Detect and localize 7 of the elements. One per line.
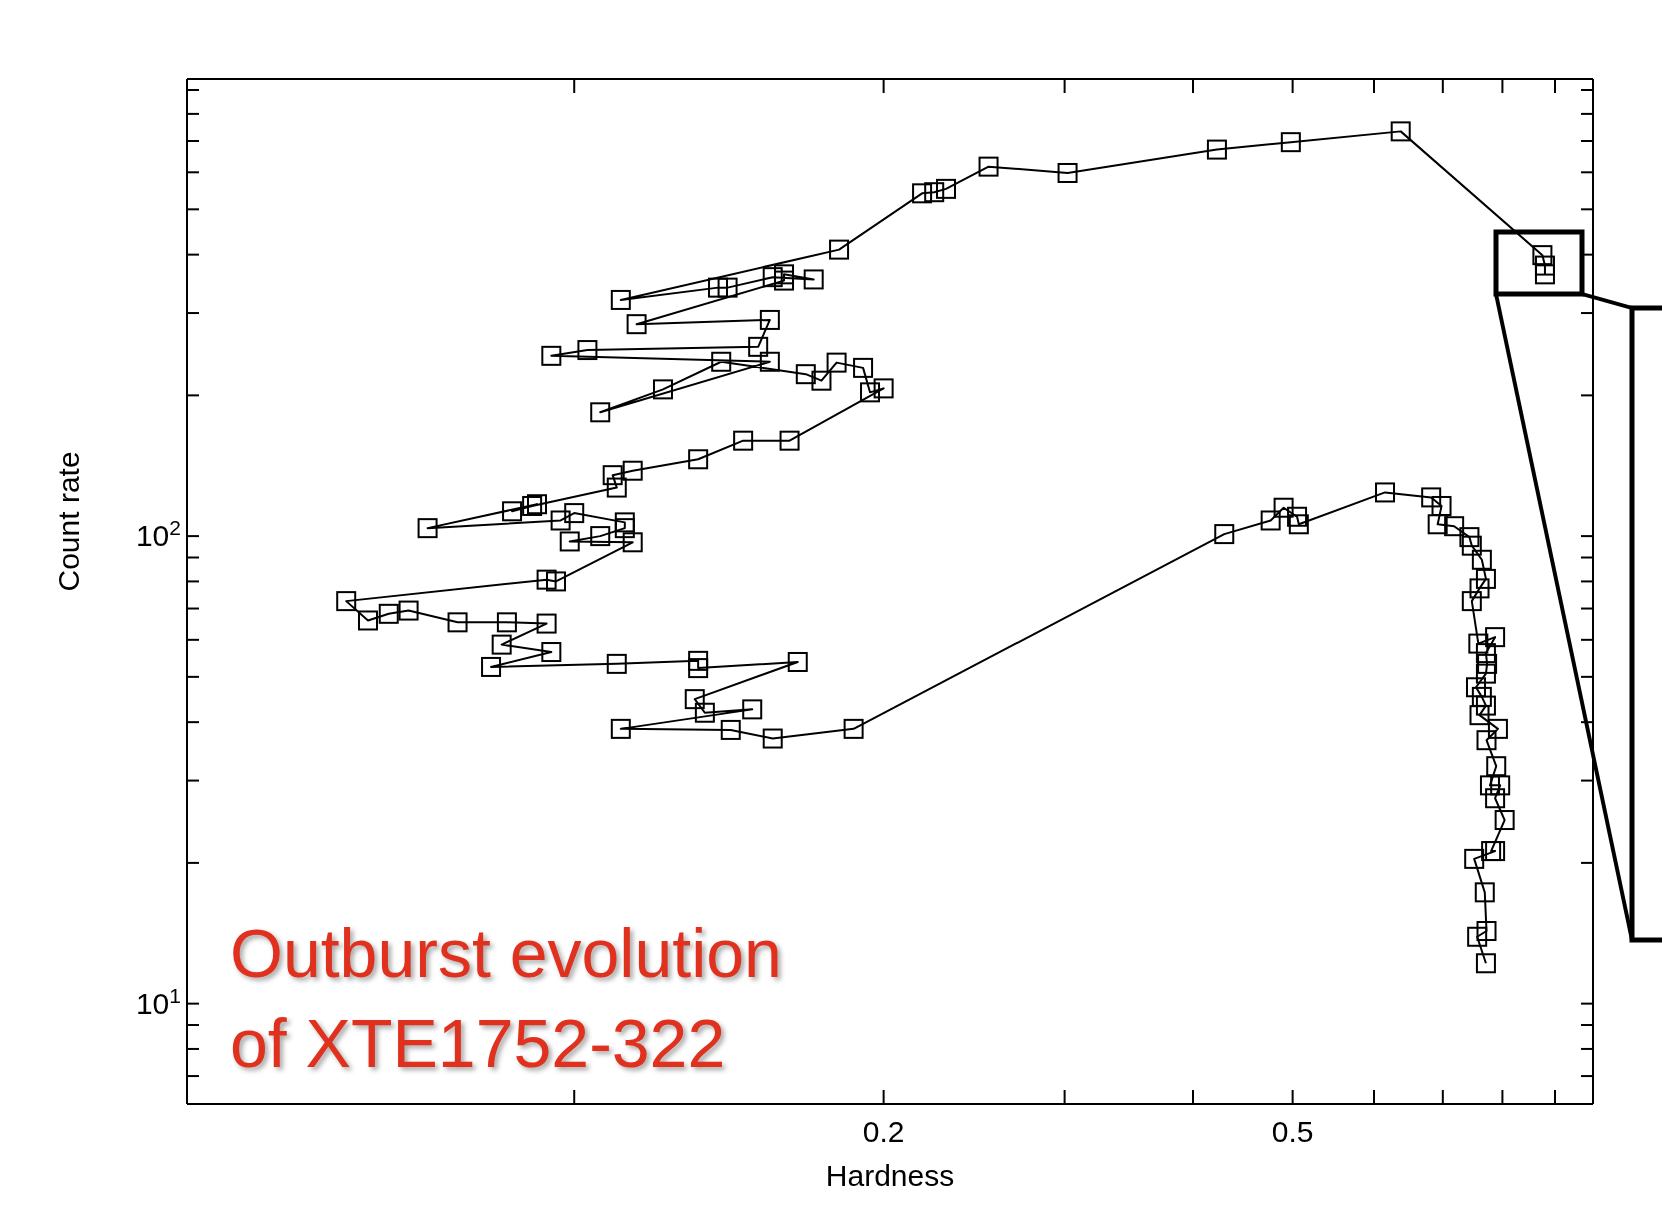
y-axis-title: Count rate (51, 451, 85, 592)
x-axis-title: Hardness (825, 1159, 955, 1192)
annotation: Outburst evolution of XTE1752-322 (230, 914, 782, 1083)
x-tick-label: 0.2 (862, 1115, 905, 1148)
y-tick-label: 10$^{2}$ (135, 515, 181, 553)
y-tick-label: 10$^{1}$ (135, 983, 181, 1020)
x-tick-label: 0.5 (1271, 1115, 1314, 1148)
